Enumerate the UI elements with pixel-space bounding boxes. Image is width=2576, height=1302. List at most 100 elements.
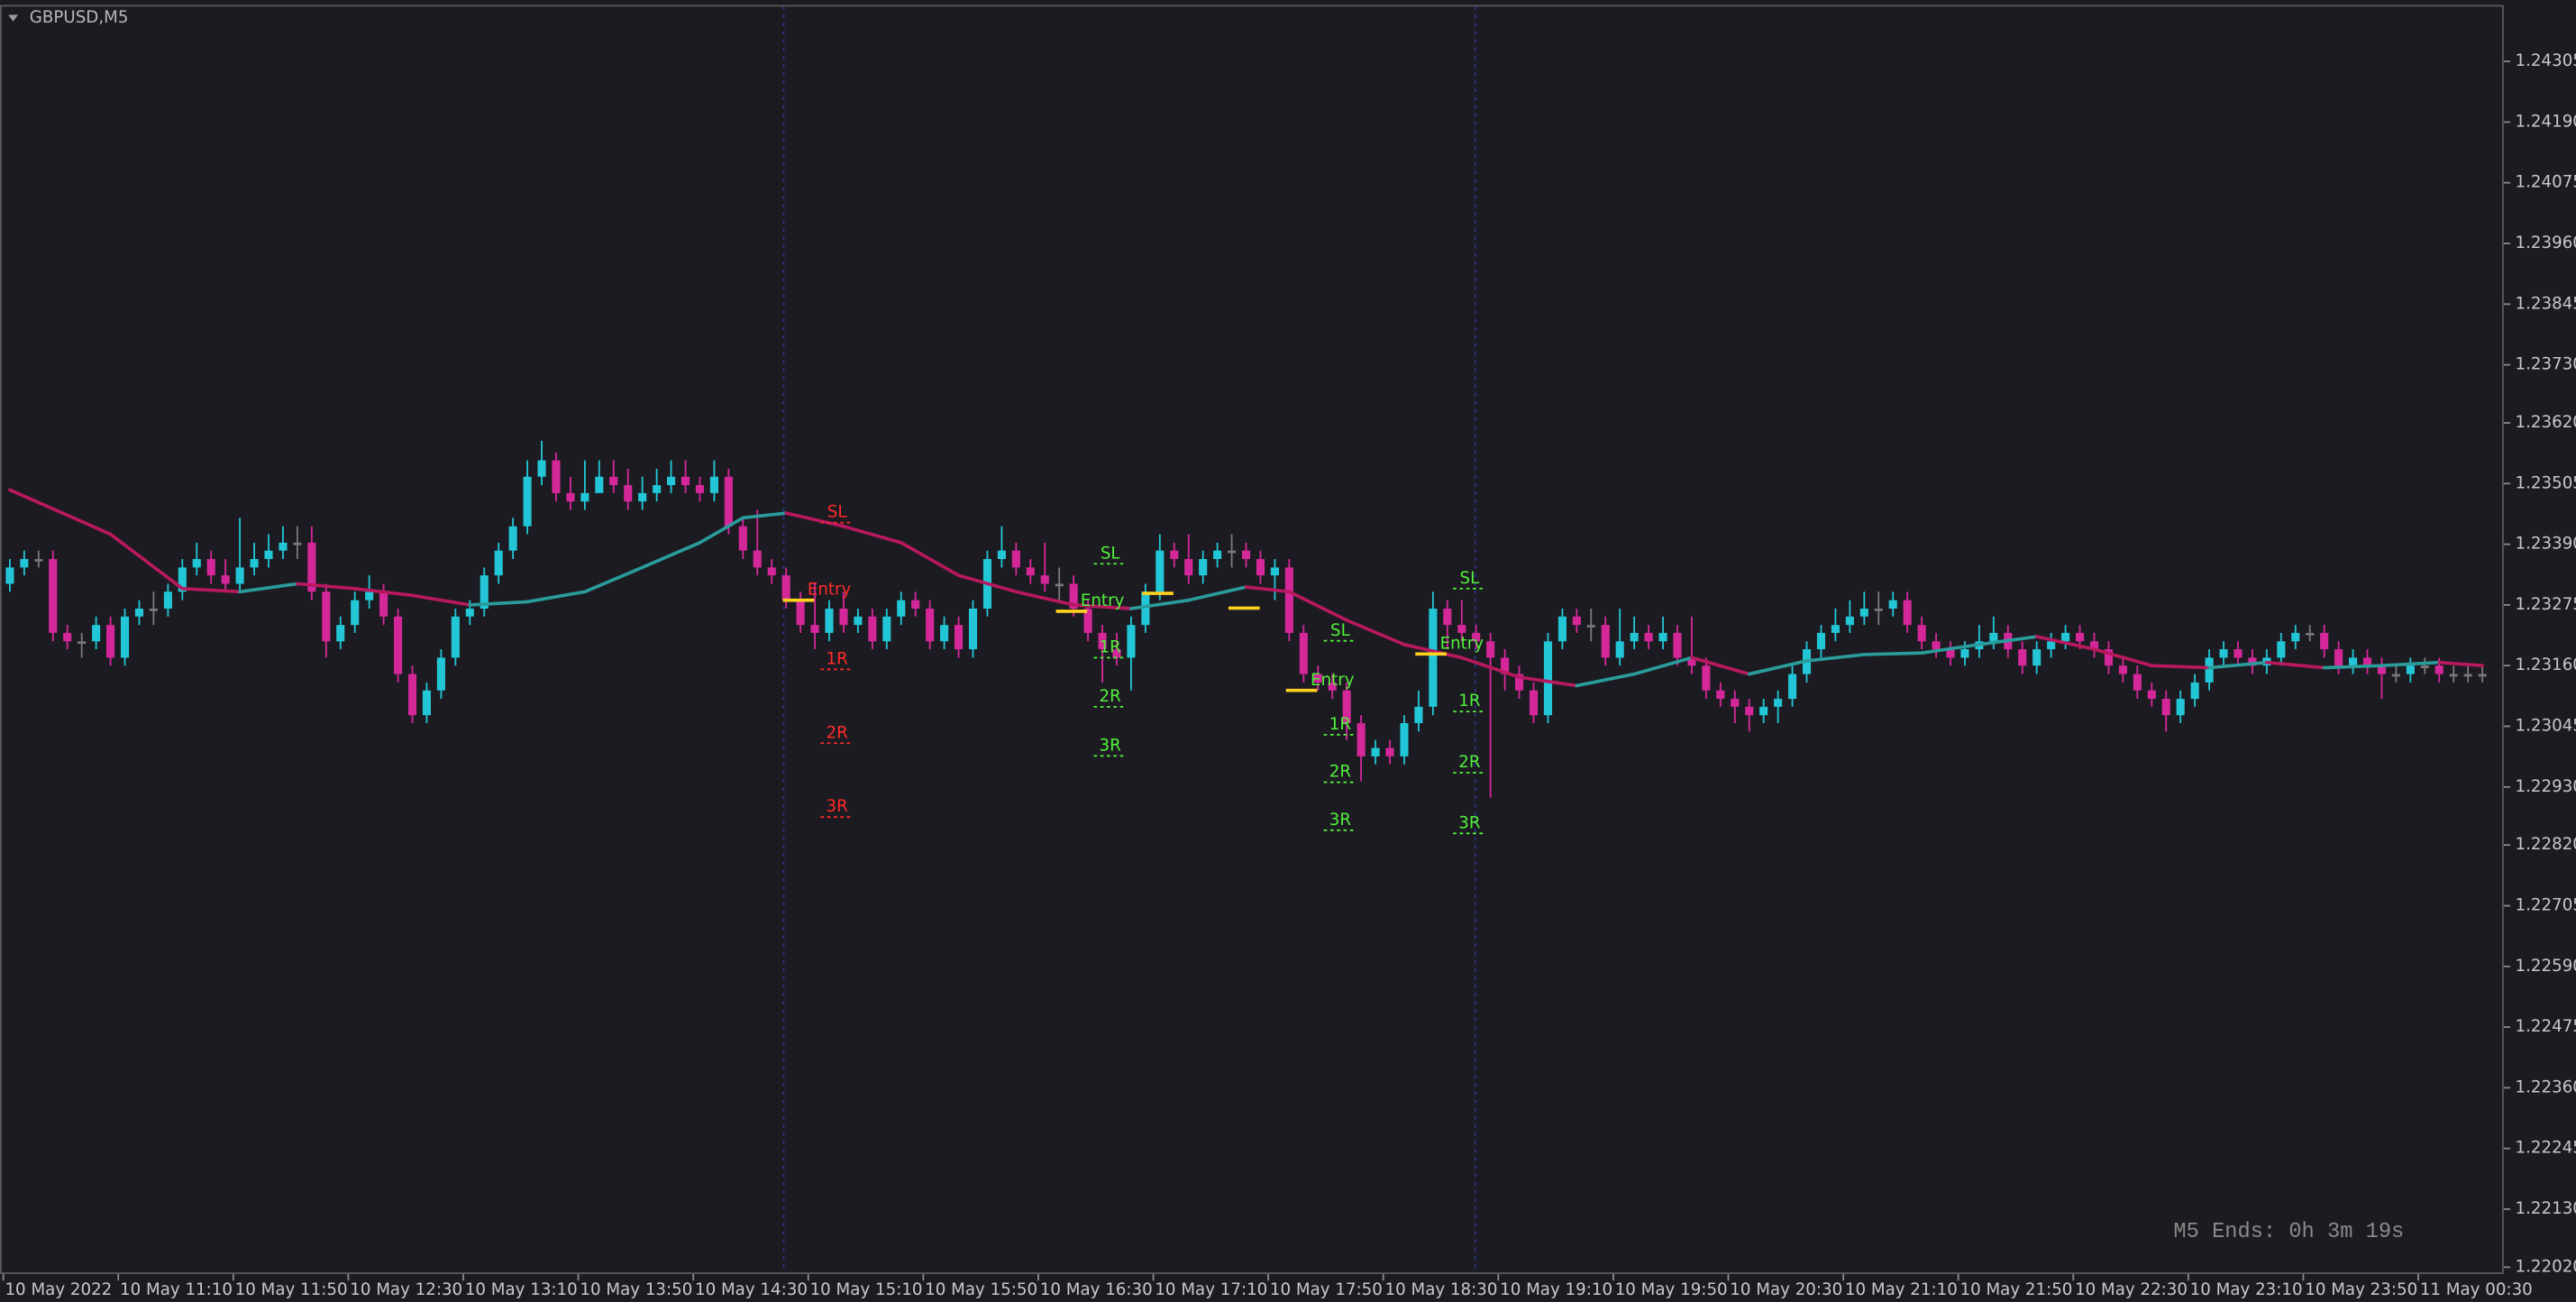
- x-tick-label: 10 May 18:30: [1385, 1280, 1498, 1299]
- candle-body: [1501, 657, 1510, 674]
- candle-body: [1270, 567, 1279, 576]
- y-tick-label: 1.22820: [2516, 835, 2576, 854]
- ma-segment: [238, 582, 299, 594]
- candle-body: [2377, 665, 2387, 674]
- candle-body: [940, 625, 949, 642]
- level-label: SL: [1460, 569, 1481, 588]
- level-label: 3R: [1458, 813, 1481, 832]
- bar-timer: M5 Ends: 0h 3m 19s: [2173, 1220, 2404, 1244]
- ma-segment: [468, 600, 529, 607]
- entry-label: Entry: [808, 581, 852, 600]
- level-label: SL: [1101, 544, 1121, 563]
- ma-segment: [296, 582, 357, 591]
- candle-body: [1788, 674, 1797, 700]
- candle-body: [926, 609, 935, 642]
- ma-segment: [525, 590, 587, 604]
- candle-body: [1069, 583, 1078, 609]
- candle-body: [1357, 723, 1366, 756]
- title-arrow[interactable]: [8, 14, 19, 22]
- ma-segment: [741, 511, 788, 520]
- candle-body: [2047, 641, 2056, 650]
- y-tick-label: 1.24075: [2516, 173, 2576, 192]
- candle-body: [1443, 609, 1452, 626]
- candle-body: [1011, 550, 1020, 568]
- candle-body: [1184, 558, 1193, 576]
- candle-body: [1816, 632, 1826, 650]
- level-label: 2R: [1458, 753, 1481, 772]
- candle-body: [1960, 649, 1969, 658]
- x-tick-label: 10 May 23:50: [2305, 1280, 2417, 1299]
- candle-body: [854, 616, 863, 626]
- candle-body: [624, 485, 633, 502]
- level-label: 3R: [1100, 736, 1122, 755]
- ma-segment: [1014, 590, 1075, 607]
- candle-body: [5, 567, 14, 584]
- y-tick-label: 1.22245: [2516, 1139, 2576, 1158]
- candle-body: [1759, 706, 1768, 716]
- candle-body: [1040, 575, 1049, 584]
- x-tick-label: 10 May 23:10: [2190, 1280, 2303, 1299]
- candle-body: [134, 609, 144, 617]
- ma-segment: [1862, 651, 1923, 656]
- candle-body: [2089, 641, 2099, 650]
- ma-segment: [1517, 675, 1579, 688]
- candle-body: [709, 476, 718, 493]
- candle-body: [34, 558, 43, 562]
- candle-body: [178, 567, 187, 592]
- candle-body: [523, 476, 532, 527]
- candle-body: [1644, 632, 1653, 642]
- candle-body: [508, 526, 517, 551]
- candle-body: [436, 657, 445, 691]
- candle-body: [2018, 649, 2027, 666]
- y-tick-label: 1.22475: [2516, 1017, 2576, 1036]
- candle-body: [2478, 674, 2487, 677]
- candle-body: [1702, 665, 1711, 691]
- candle-body: [1745, 706, 1754, 716]
- level-label: 3R: [827, 797, 849, 816]
- candle-body: [2248, 657, 2257, 666]
- ma-segment: [2437, 660, 2484, 668]
- candle-body: [2233, 649, 2243, 658]
- ma-segment: [352, 586, 415, 598]
- candle-body: [322, 591, 331, 642]
- candle-body: [2176, 699, 2185, 716]
- candle-body: [1557, 616, 1567, 642]
- candle-body: [1141, 591, 1150, 626]
- x-tick-label: 10 May 11:50: [235, 1280, 348, 1299]
- candle-body: [1486, 641, 1495, 658]
- candle-body: [106, 625, 115, 658]
- candle-body: [1687, 657, 1696, 666]
- candle-body: [1026, 567, 1035, 576]
- candle-body: [1529, 690, 1539, 716]
- ma-segment: [1920, 642, 1981, 655]
- level-label: 1R: [1458, 692, 1481, 711]
- ma-segment: [1747, 659, 1809, 676]
- ma-segment: [2265, 660, 2326, 670]
- candle-body: [825, 609, 834, 633]
- ma-segment: [698, 516, 745, 545]
- candle-body: [279, 542, 288, 551]
- candle-body: [351, 600, 360, 626]
- ma-segment: [583, 565, 644, 594]
- candle-body: [1055, 583, 1064, 587]
- candle-body: [1400, 723, 1409, 756]
- candle-body: [2118, 665, 2127, 674]
- y-tick-label: 1.22020: [2516, 1257, 2576, 1276]
- candle-body: [1199, 558, 1208, 576]
- candle-body: [393, 616, 403, 674]
- candle-body: [192, 558, 201, 568]
- candle-body: [2133, 674, 2142, 691]
- x-tick-label: 10 May 13:50: [580, 1280, 692, 1299]
- candle-body: [638, 492, 647, 502]
- candle-body: [2291, 632, 2300, 642]
- plot-layer: 1.24305 1.24190 1.24075 1.23960 1.23845 1.237…: [2, 51, 2576, 1299]
- x-tick-label: 10 May 21:10: [1845, 1280, 1958, 1299]
- candle-body: [494, 550, 503, 576]
- y-tick-label: 1.23730: [2516, 355, 2576, 374]
- candle-body: [120, 616, 130, 658]
- candle-body: [1457, 625, 1466, 633]
- level-label: 1R: [1100, 637, 1122, 656]
- candle-body: [681, 476, 690, 486]
